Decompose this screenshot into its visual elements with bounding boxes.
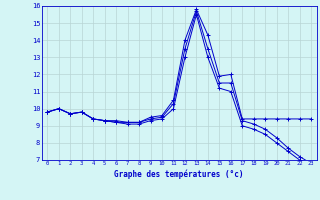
X-axis label: Graphe des températures (°c): Graphe des températures (°c) (115, 169, 244, 179)
